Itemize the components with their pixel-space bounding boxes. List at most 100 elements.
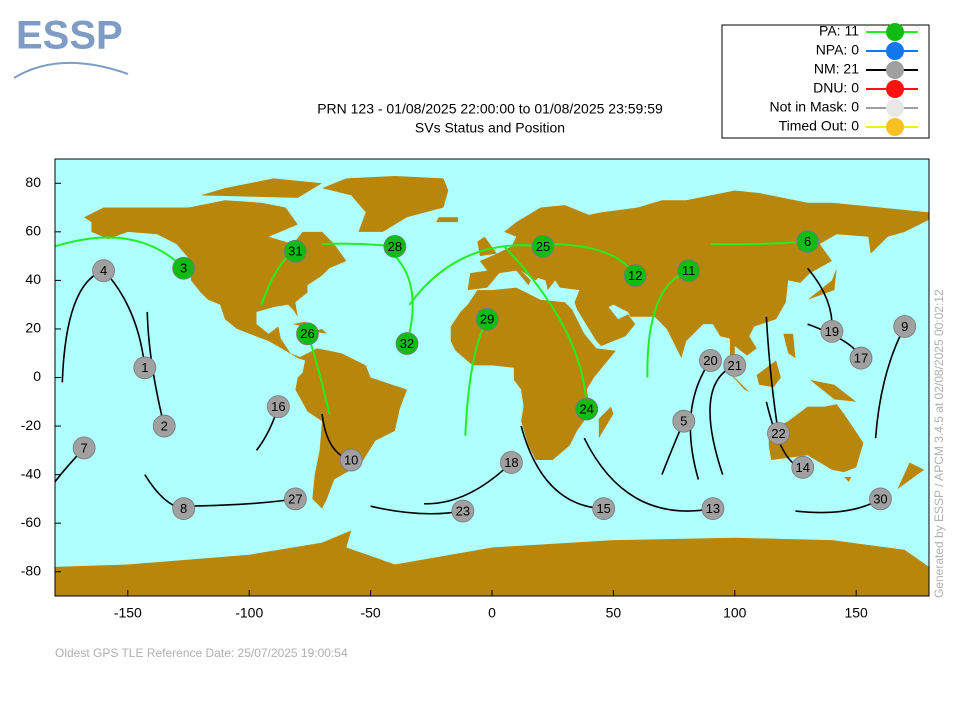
satellite-label: 11 <box>682 263 696 278</box>
satellite-label: 2 <box>161 418 168 433</box>
satellite-label: 26 <box>300 326 314 341</box>
legend-marker <box>886 23 904 41</box>
legend-label: NPA: 0 <box>816 42 860 58</box>
satellite <box>72 436 96 460</box>
satellite-label: 3 <box>180 261 187 276</box>
ground-track <box>583 437 714 512</box>
satellite-label: 16 <box>271 399 285 414</box>
satellite <box>283 487 307 511</box>
x-tick-label: -50 <box>360 605 380 621</box>
legend-marker <box>886 118 904 136</box>
ground-track <box>408 244 544 306</box>
satellite <box>152 414 176 438</box>
legend-label: Not in Mask: 0 <box>770 99 860 115</box>
satellite <box>172 256 196 280</box>
satellite-label: 8 <box>180 501 187 516</box>
y-tick-label: 40 <box>25 271 41 287</box>
y-tick-label: -40 <box>21 465 41 481</box>
satellite-label: 27 <box>288 491 302 506</box>
logo-swoosh <box>13 62 129 79</box>
satellite-label: 6 <box>804 234 811 249</box>
satellite <box>266 395 290 419</box>
satellite <box>791 455 815 479</box>
ground-track <box>503 245 588 410</box>
ground-track <box>520 425 604 510</box>
satellite-label: 20 <box>703 353 717 368</box>
satellite-label: 9 <box>901 319 908 334</box>
satellite-label: 15 <box>596 501 610 516</box>
satellite-label: 10 <box>344 452 358 467</box>
x-tick-label: 150 <box>844 605 868 621</box>
satellite-label: 22 <box>771 426 785 441</box>
y-tick-label: -20 <box>21 417 41 433</box>
ground-track <box>424 461 512 505</box>
chart-title: PRN 123 - 01/08/2025 22:00:00 to 01/08/2… <box>317 101 663 117</box>
satellite-label: 30 <box>873 491 887 506</box>
y-tick-label: 0 <box>33 368 41 384</box>
x-tick-label: 50 <box>606 605 622 621</box>
satellite-label: 28 <box>388 239 402 254</box>
satellite-label: 5 <box>680 414 687 429</box>
satellite-label: 7 <box>81 440 88 455</box>
satellite-label: 12 <box>628 268 642 283</box>
satellite <box>500 451 523 474</box>
satellite-label: 4 <box>100 263 107 278</box>
satellite <box>723 353 747 377</box>
legend-label: Timed Out: 0 <box>779 118 860 134</box>
satellite-label: 29 <box>480 312 494 327</box>
satellite <box>296 322 319 346</box>
ground-track <box>107 275 146 368</box>
legend-marker <box>886 99 904 117</box>
x-tick-label: -100 <box>235 605 263 621</box>
ground-track <box>765 316 780 434</box>
y-tick-label: -60 <box>21 514 41 530</box>
legend-marker <box>886 42 904 60</box>
x-tick-label: -150 <box>114 605 142 621</box>
satellite-label: 31 <box>288 244 302 259</box>
satellite <box>531 234 555 258</box>
y-tick-label: 60 <box>25 223 41 239</box>
ground-track <box>394 255 414 344</box>
satellite-label: 1 <box>141 360 148 375</box>
satellite <box>820 319 844 343</box>
y-tick-label: 80 <box>25 174 41 190</box>
chart-subtitle: SVs Status and Position <box>415 120 565 136</box>
satellite-label: 13 <box>706 501 720 516</box>
satellite <box>383 234 407 258</box>
legend-entries: PA: 11 NPA: 0 NM: 21 DNU: 0 Not in Mask: 0 Ti… <box>770 23 918 136</box>
legend-label: NM: 21 <box>814 61 859 77</box>
satellite <box>623 264 647 287</box>
satellite <box>172 497 196 521</box>
satellite <box>893 315 917 338</box>
footer: Oldest GPS TLE Reference Date: 25/07/202… <box>55 646 348 660</box>
satellite-label: 17 <box>854 351 868 366</box>
side-note: Generated by ESSP / APCM 3.4.5 at 02/08/… <box>932 289 946 598</box>
satellite <box>133 356 157 380</box>
satellite <box>796 230 820 253</box>
satellite <box>283 239 307 263</box>
legend-label: DNU: 0 <box>813 80 859 96</box>
tracks <box>55 236 906 515</box>
satellite <box>701 497 725 521</box>
satellite <box>339 448 363 472</box>
satellite <box>869 487 892 511</box>
y-tick-label: 20 <box>25 320 41 336</box>
legend-label: PA: 11 <box>819 23 859 39</box>
satellite <box>849 346 873 370</box>
satellite-label: 23 <box>456 503 470 518</box>
satellite <box>677 259 701 283</box>
legend-marker <box>886 61 904 79</box>
satellite <box>395 332 419 355</box>
satellite <box>672 409 696 433</box>
satellite <box>767 421 790 445</box>
satellite <box>92 259 115 283</box>
satellite <box>592 497 616 521</box>
axes: -150 -100 -50 0 50 100 150 -80 -60 -40 -20 0 20 40 60 8… <box>21 174 868 621</box>
satellite <box>451 499 475 523</box>
satellite-label: 19 <box>825 324 839 339</box>
satellite <box>699 349 722 372</box>
satellite <box>475 307 499 331</box>
ground-track <box>55 236 185 269</box>
